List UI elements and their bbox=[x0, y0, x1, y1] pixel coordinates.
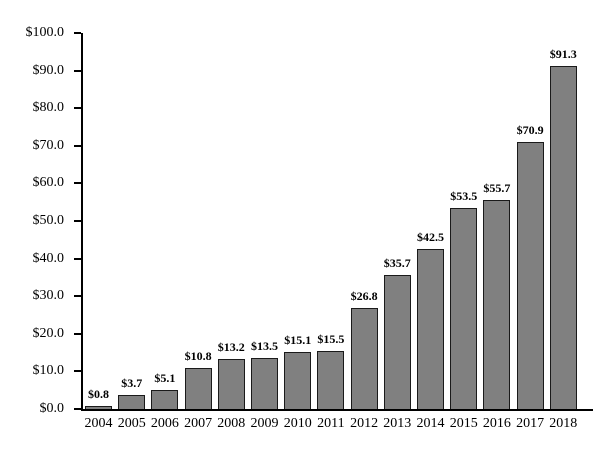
y-axis-tick-label: $80.0 bbox=[32, 100, 65, 116]
y-axis-tick-label: $100.0 bbox=[25, 25, 65, 40]
y-axis-tick bbox=[74, 182, 81, 185]
x-axis-tick-label: 2005 bbox=[117, 416, 146, 431]
y-axis-tick bbox=[74, 332, 81, 335]
y-axis-tick-label: $30.0 bbox=[32, 288, 65, 304]
bar-value-label: $10.8 bbox=[184, 349, 212, 364]
x-axis-tick-label: 2011 bbox=[317, 416, 345, 431]
bar-value-label: $55.7 bbox=[483, 180, 511, 195]
y-axis-tick bbox=[74, 69, 81, 72]
x-axis-tick-label: 2012 bbox=[350, 416, 379, 431]
bar-value-label: $70.9 bbox=[516, 123, 544, 138]
y-axis-tick bbox=[74, 295, 81, 298]
y-axis-tick bbox=[74, 220, 81, 222]
x-axis-tick-label: 2008 bbox=[217, 416, 246, 431]
bar-2012 bbox=[350, 308, 378, 409]
bar-value-label: $35.7 bbox=[383, 255, 411, 270]
y-axis-tick bbox=[74, 107, 81, 110]
x-axis-tick-label: 2017 bbox=[516, 416, 545, 431]
plot-area: $0.8 $3.7 $5.1 $10.8 $13.2 $13.5 $15.1 $15.5 $26… bbox=[74, 32, 593, 411]
y-axis-tick-label: $50.0 bbox=[32, 213, 65, 228]
x-axis-tick-label: 2007 bbox=[184, 416, 213, 431]
x-axis-tick-label: 2013 bbox=[383, 416, 412, 431]
bar-2018 bbox=[549, 65, 577, 409]
bar-value-label: $26.8 bbox=[350, 289, 378, 304]
y-axis-tick bbox=[74, 370, 81, 373]
bar-value-label: $53.5 bbox=[450, 188, 478, 203]
y-axis-tick-label: $70.0 bbox=[32, 137, 65, 153]
bar-value-label: $0.8 bbox=[88, 387, 109, 401]
x-axis-tick-label: 2004 bbox=[84, 416, 113, 431]
bar-2015 bbox=[450, 207, 478, 409]
bar-2014 bbox=[417, 249, 444, 409]
x-axis-tick-label: 2015 bbox=[449, 416, 478, 431]
bar-2013 bbox=[383, 274, 411, 409]
x-axis-tick-label: 2010 bbox=[283, 416, 312, 431]
y-axis-tick-label: $20.0 bbox=[32, 325, 65, 341]
bar-value-label: $91.3 bbox=[549, 46, 577, 61]
bar-value-label: $13.5 bbox=[251, 339, 278, 354]
bar-value-label: $5.1 bbox=[154, 370, 176, 385]
x-axis-tick-label: 2018 bbox=[549, 416, 578, 431]
bar-2007 bbox=[184, 368, 212, 409]
bar-value-label: $13.2 bbox=[217, 340, 245, 355]
bar-2006 bbox=[151, 389, 179, 409]
y-axis-tick bbox=[74, 144, 81, 147]
bar-2011 bbox=[317, 350, 345, 409]
y-axis-tick-label: $40.0 bbox=[32, 250, 65, 266]
y-axis-tick-label: $60.0 bbox=[32, 175, 65, 191]
bar-value-label: $15.1 bbox=[284, 333, 312, 348]
bar-2008 bbox=[217, 359, 245, 409]
bar-2016 bbox=[483, 199, 511, 409]
bar-2010 bbox=[284, 352, 312, 409]
bar-value-label: $3.7 bbox=[121, 376, 143, 391]
bar-value-label: $15.5 bbox=[317, 331, 345, 346]
bar-2005 bbox=[118, 395, 146, 409]
y-axis-tick-label: $0.0 bbox=[39, 401, 65, 416]
y-axis-tick bbox=[74, 257, 81, 260]
y-axis-tick-label: $10.0 bbox=[32, 363, 65, 379]
y-axis-tick bbox=[74, 408, 81, 410]
x-axis-tick-label: 2006 bbox=[150, 416, 179, 431]
x-axis-tick-label: 2016 bbox=[482, 416, 511, 431]
bar-value-label: $42.5 bbox=[417, 230, 444, 245]
y-axis-tick bbox=[74, 32, 81, 34]
y-axis-tick-label: $90.0 bbox=[32, 62, 65, 78]
x-axis-tick-label: 2014 bbox=[416, 416, 445, 431]
bar-2017 bbox=[516, 142, 544, 409]
bar-2004 bbox=[85, 406, 112, 409]
bar-2009 bbox=[251, 358, 278, 409]
x-axis-tick-label: 2009 bbox=[250, 416, 279, 431]
